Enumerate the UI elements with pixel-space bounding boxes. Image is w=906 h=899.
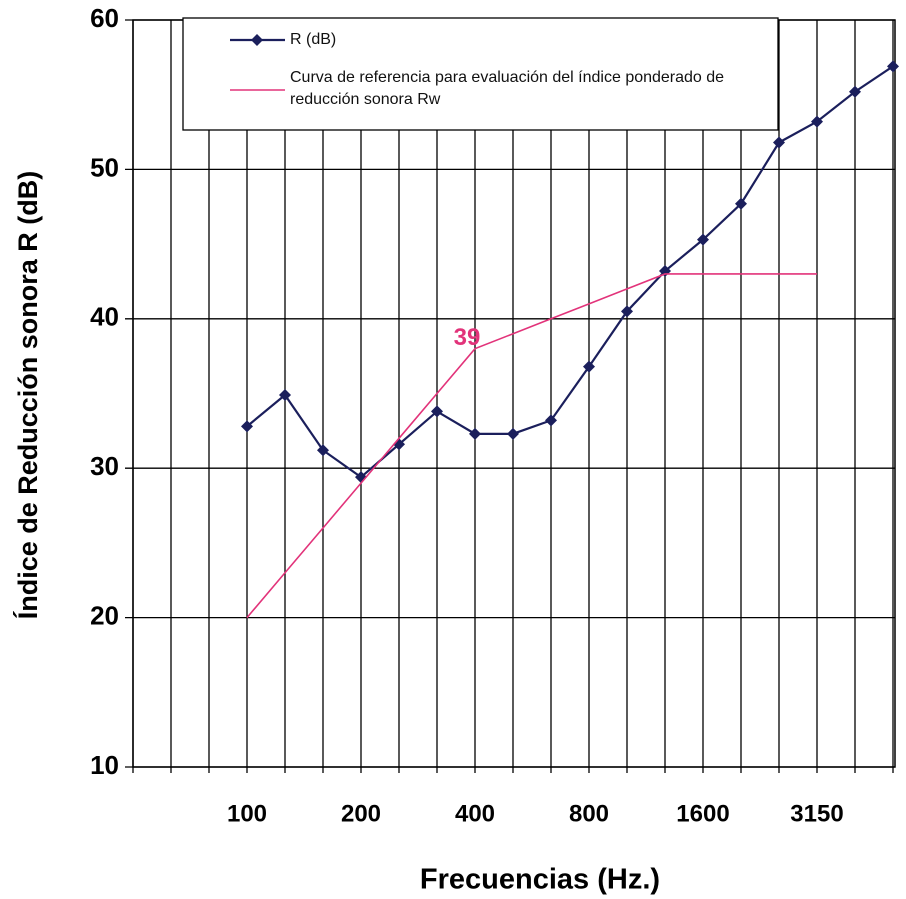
x-tick-label: 100 (227, 800, 267, 827)
data-point (583, 360, 595, 373)
x-tick-label: 1600 (676, 800, 729, 827)
series-line (246, 65, 894, 479)
data-point (697, 233, 709, 246)
x-axis-label: Frecuencias (Hz.) (420, 864, 660, 896)
data-point (621, 305, 633, 318)
y-tick-label: 10 (90, 750, 119, 780)
y-axis-label: Índice de Reducción sonora R (dB) (12, 171, 43, 620)
data-point (507, 427, 519, 440)
data-point (773, 136, 785, 149)
data-point (279, 388, 291, 401)
x-tick-label: 200 (341, 800, 381, 827)
data-point (887, 60, 899, 73)
legend (182, 17, 779, 131)
data-point (811, 115, 823, 128)
legend-label: R (dB) (290, 31, 337, 48)
legend-marker (251, 34, 263, 46)
data-point (849, 85, 861, 98)
annotation: 39 (454, 324, 481, 351)
x-tick-label: 3150 (790, 800, 843, 827)
data-point (545, 414, 557, 427)
legend-box (182, 17, 779, 131)
data-point (735, 197, 747, 210)
y-tick-label: 20 (90, 600, 119, 630)
y-tick-label: 60 (90, 3, 119, 33)
legend-label: Curva de referencia para evaluación del … (290, 69, 725, 108)
data-point (241, 420, 253, 433)
series-line (246, 273, 817, 619)
y-tick-label: 50 (90, 152, 119, 182)
data-point (317, 444, 329, 457)
x-tick-label: 400 (455, 800, 495, 827)
y-tick-label: 30 (90, 451, 119, 481)
x-tick-label: 800 (569, 800, 609, 827)
data-point (469, 427, 481, 440)
data-point (431, 405, 443, 418)
y-tick-label: 40 (90, 302, 119, 332)
